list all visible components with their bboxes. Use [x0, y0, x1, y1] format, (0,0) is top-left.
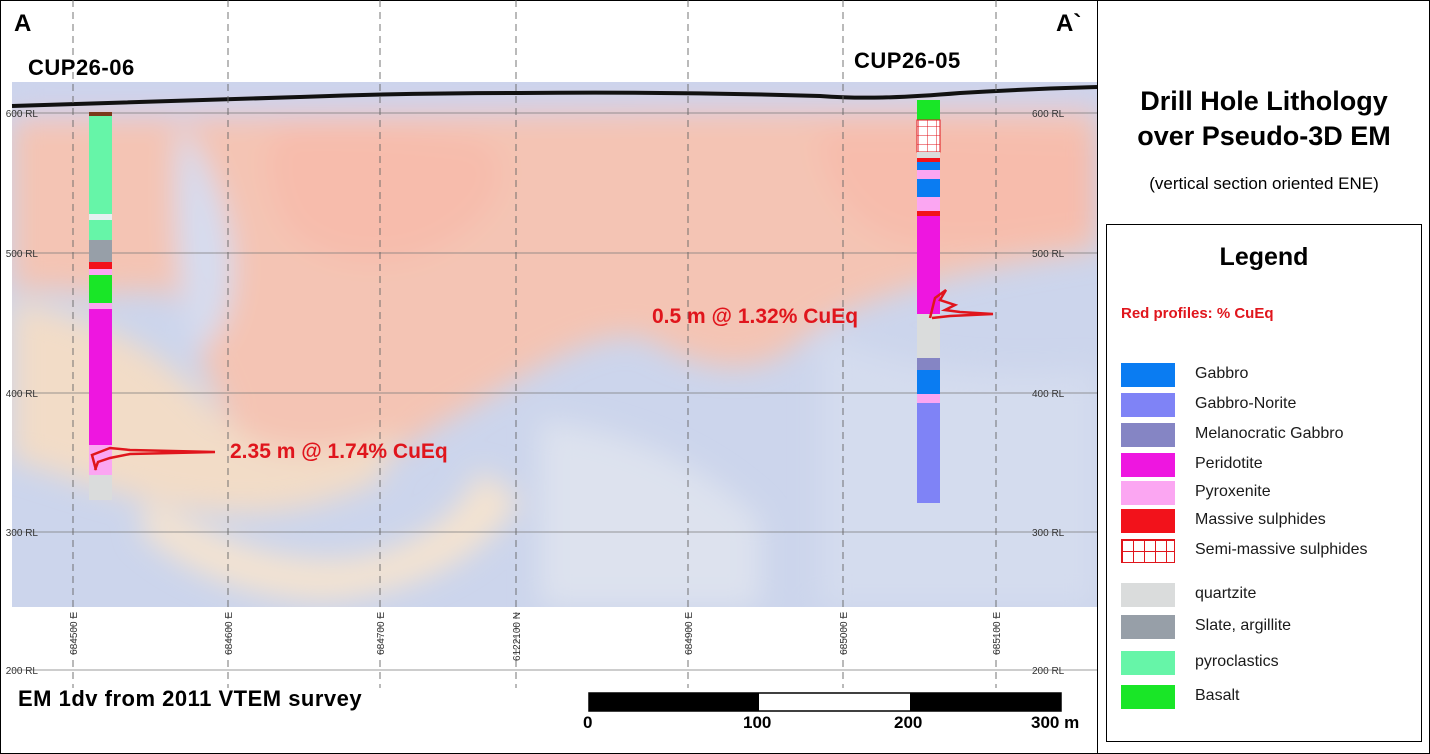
lith-interval — [917, 216, 940, 314]
lith-interval — [917, 403, 940, 503]
legend-label: pyroclastics — [1195, 653, 1279, 670]
section-end-marker: A` — [1056, 10, 1082, 37]
panel-subtitle: (vertical section oriented ENE) — [1149, 174, 1379, 193]
panel-title: Drill Hole Lithology over Pseudo-3D EM — [1098, 84, 1430, 154]
legend-title: Legend — [1219, 243, 1309, 271]
legend-swatch — [1121, 685, 1175, 709]
legend-swatch — [1121, 393, 1175, 417]
legend: Legend Red profiles: % CuEq Gabbro Gabbro… — [1106, 224, 1422, 742]
scale-label: 200 — [894, 713, 923, 732]
legend-label: Basalt — [1195, 687, 1240, 704]
legend-note: Red profiles: % CuEq — [1121, 305, 1274, 322]
lith-interval — [89, 114, 112, 214]
easting-tick-label: 6122100 N — [512, 612, 523, 661]
lith-interval — [89, 214, 112, 220]
rl-tick-label: 400 RL — [6, 389, 39, 400]
scale-label: 100 — [743, 713, 772, 732]
legend-swatch — [1121, 481, 1175, 505]
section-svg: 600 RL 600 RL 500 RL 500 RL 400 RL 400 RL 300 … — [6, 0, 1097, 712]
panel-title-line2: over Pseudo-3D EM — [1137, 121, 1391, 151]
legend-label: Melanocratic Gabbro — [1195, 425, 1344, 442]
rl-tick-label: 500 RL — [6, 249, 39, 260]
rl-tick-label: 600 RL — [6, 109, 39, 120]
lith-interval — [917, 170, 940, 179]
survey-label: EM 1dv from 2011 VTEM survey — [18, 686, 363, 711]
lith-interval — [917, 100, 940, 120]
lith-interval — [917, 162, 940, 170]
rl-tick-label: 300 RL — [1032, 528, 1065, 539]
legend-swatch — [1121, 651, 1175, 675]
lith-interval — [89, 269, 112, 275]
topography-line — [11, 85, 1097, 108]
legend-swatch — [1121, 539, 1175, 563]
legend-swatch — [1121, 363, 1175, 387]
scale-label: 300 m — [1031, 713, 1080, 732]
section-plot: 600 RL 600 RL 500 RL 500 RL 400 RL 400 RL 300 … — [6, 0, 1098, 754]
side-panel: Drill Hole Lithology over Pseudo-3D EM (… — [1098, 0, 1430, 754]
lith-interval — [917, 314, 940, 358]
panel-title-line1: Drill Hole Lithology — [1140, 86, 1388, 116]
lith-interval — [916, 119, 941, 153]
scale-label: 0 — [583, 713, 593, 732]
lith-interval — [917, 152, 940, 158]
hole-label-cup26-06: CUP26-06 — [28, 55, 135, 80]
legend-swatch — [1121, 583, 1175, 607]
easting-tick-label: 684600 E — [224, 612, 235, 655]
lith-interval — [917, 394, 940, 403]
rl-tick-label: 400 RL — [1032, 389, 1065, 400]
easting-tick-label: 684500 E — [69, 612, 80, 655]
section-start-marker: A — [14, 10, 32, 37]
easting-tick-label: 684900 E — [684, 612, 695, 655]
lith-interval — [917, 370, 940, 394]
easting-grid: 684500 E 684600 E 684700 E 6122100 N 684900 … — [69, 0, 1003, 688]
easting-tick-label: 685000 E — [839, 612, 850, 655]
lith-interval — [89, 475, 112, 500]
legend-label: Semi-massive sulphides — [1195, 541, 1368, 558]
intercept-label-cup26-06: 2.35 m @ 1.74% CuEq — [230, 440, 448, 463]
legend-swatch — [1121, 509, 1175, 533]
lith-interval — [89, 309, 112, 445]
legend-swatch — [1121, 423, 1175, 447]
legend-label: Gabbro — [1195, 365, 1249, 382]
legend-label: Slate, argillite — [1195, 617, 1292, 634]
lith-interval — [917, 158, 940, 162]
lith-interval — [917, 197, 940, 211]
drill-hole-cup26-05 — [916, 100, 994, 503]
rl-tick-label: 300 RL — [6, 528, 39, 539]
rl-tick-label: 600 RL — [1032, 109, 1065, 120]
lith-interval — [89, 275, 112, 303]
drill-hole-cup26-06 — [89, 112, 216, 500]
lith-interval — [89, 240, 112, 262]
lith-interval — [917, 211, 940, 216]
legend-label: Peridotite — [1195, 455, 1263, 472]
easting-tick-label: 685100 E — [992, 612, 1003, 655]
lith-interval — [89, 303, 112, 309]
easting-tick-label: 684700 E — [376, 612, 387, 655]
cueq-profile — [928, 288, 994, 320]
rl-tick-label: 500 RL — [1032, 249, 1065, 260]
em-pseudosection — [12, 82, 1097, 607]
rl-tick-label: 200 RL — [6, 666, 39, 677]
scale-bar — [588, 692, 1062, 712]
lith-interval — [89, 262, 112, 269]
intercept-label-cup26-05: 0.5 m @ 1.32% CuEq — [652, 305, 859, 328]
legend-swatch — [1121, 453, 1175, 477]
legend-label: quartzite — [1195, 585, 1257, 602]
rl-tick-label: 200 RL — [1032, 666, 1065, 677]
legend-swatch — [1121, 615, 1175, 639]
legend-label: Gabbro-Norite — [1195, 395, 1297, 412]
cueq-profile — [90, 446, 216, 471]
rl-grid: 600 RL 600 RL 500 RL 500 RL 400 RL 400 RL 300 … — [6, 109, 1097, 677]
lith-interval — [917, 179, 940, 197]
hole-label-cup26-05: CUP26-05 — [854, 48, 961, 73]
legend-label: Massive sulphides — [1195, 511, 1326, 528]
lith-interval — [917, 358, 940, 370]
legend-label: Pyroxenite — [1195, 483, 1271, 500]
lith-interval — [89, 220, 112, 240]
